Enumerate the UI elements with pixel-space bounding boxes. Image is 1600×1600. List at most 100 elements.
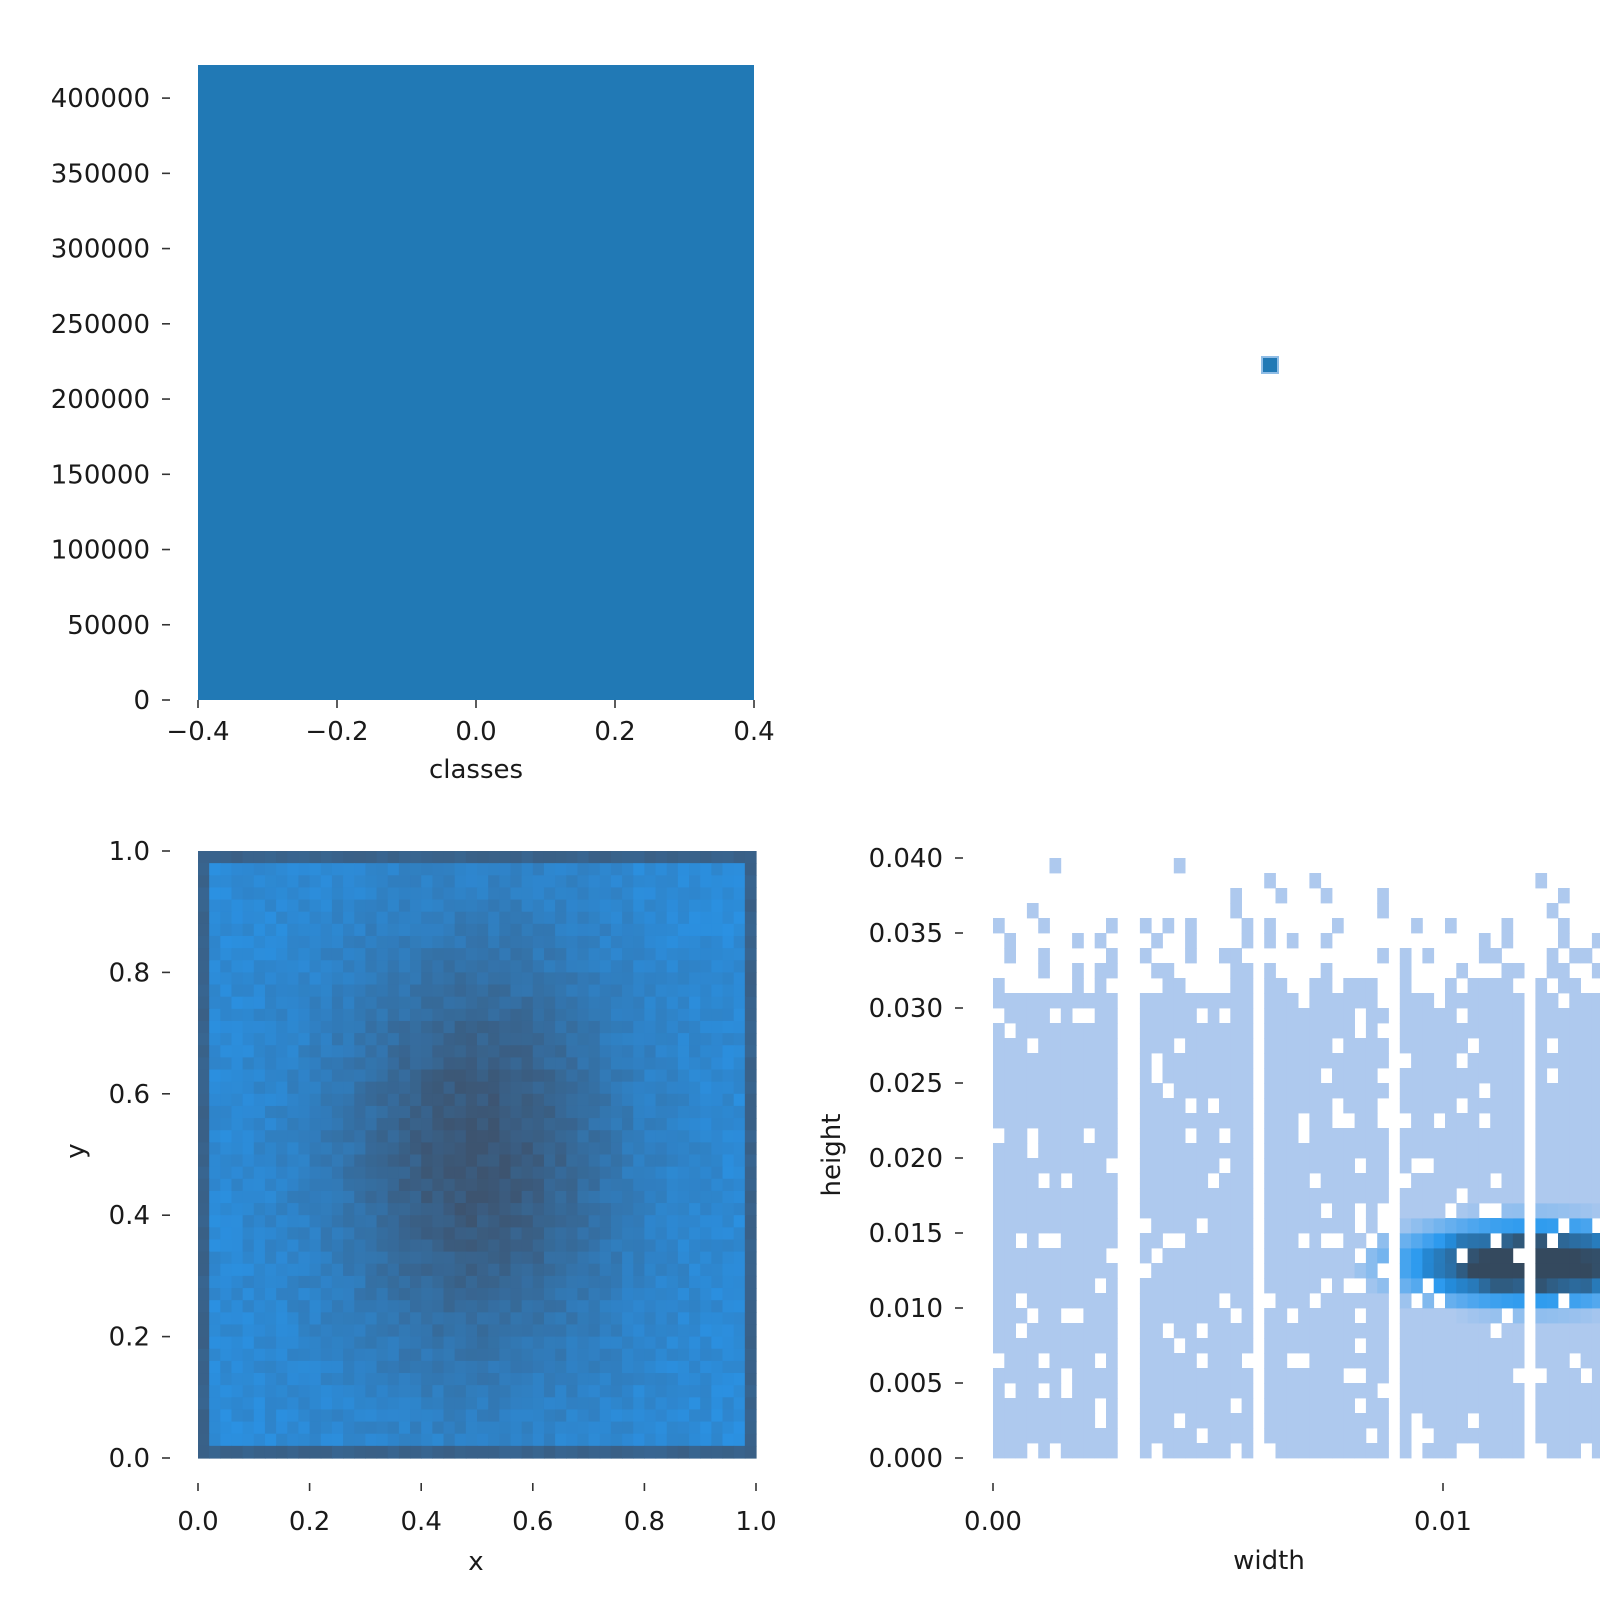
heatmap-cell (1569, 1263, 1581, 1279)
heatmap-cell (744, 1348, 757, 1362)
heatmap-cell (287, 1312, 300, 1326)
heatmap-cell (220, 1057, 233, 1071)
heatmap-cell (677, 1227, 690, 1241)
heatmap-cell (231, 1263, 244, 1277)
heatmap-cell (566, 1178, 579, 1192)
heatmap-cell (1286, 1293, 1299, 1309)
heatmap-cell (1569, 1383, 1581, 1399)
heatmap-cell (1139, 1248, 1152, 1264)
heatmap-cell (555, 1033, 567, 1046)
heatmap-cell (432, 1020, 445, 1034)
heatmap-cell (298, 1227, 311, 1241)
heatmap-cell (599, 1251, 612, 1265)
heatmap-cell (1580, 1218, 1593, 1234)
heatmap-cell (543, 875, 556, 889)
heatmap-cell (521, 1118, 534, 1131)
heatmap-cell (376, 1324, 389, 1338)
heatmap-cell (555, 1045, 567, 1058)
heatmap-cell (220, 1154, 233, 1168)
heatmap-cell (622, 1166, 634, 1180)
heatmap-cell (1422, 1128, 1435, 1144)
heatmap-cell (1151, 1083, 1163, 1099)
heatmap-cell (677, 1045, 690, 1058)
heatmap-cell (744, 863, 757, 876)
heatmap-cell (198, 1033, 210, 1046)
heatmap-cell (633, 1421, 645, 1435)
heatmap-cell (1060, 1323, 1073, 1339)
heatmap-cell (666, 851, 679, 864)
heatmap-cell (1478, 1248, 1491, 1264)
heatmap-cell (711, 1421, 724, 1435)
heatmap-cell (532, 1008, 545, 1022)
heatmap-cell (443, 1239, 456, 1253)
heatmap-cell (655, 1166, 668, 1180)
heatmap-cell (1219, 1113, 1231, 1129)
heatmap-cell (588, 1142, 601, 1156)
heatmap-cell (1072, 1413, 1084, 1429)
heatmap-cell (610, 1263, 623, 1277)
heatmap-cell (499, 1215, 512, 1228)
heatmap-cell (264, 911, 277, 925)
heatmap-cell (1015, 1098, 1028, 1114)
heatmap-cell (354, 1263, 366, 1277)
heatmap-cell (1411, 1338, 1423, 1354)
heatmap-cell (343, 1348, 355, 1362)
heatmap-cell (298, 1275, 311, 1289)
heatmap-cell (421, 1373, 433, 1386)
heatmap-cell (1004, 1128, 1016, 1144)
heatmap-cell (1219, 1263, 1231, 1279)
heatmap-cell (577, 899, 590, 913)
heatmap-cell (1422, 1308, 1435, 1324)
heatmap-cell (1219, 1443, 1231, 1459)
heatmap-cell (633, 1130, 645, 1143)
heatmap-cell (488, 1275, 500, 1289)
heatmap-cell (677, 1397, 690, 1411)
heatmap-cell (443, 1336, 456, 1350)
x-tick-label: 1.0 (735, 1507, 776, 1537)
heatmap-cell (320, 1020, 333, 1034)
heatmap-cell (231, 1433, 244, 1447)
heatmap-cell (711, 1166, 724, 1180)
heatmap-cell (510, 948, 523, 961)
heatmap-cell (242, 1251, 255, 1265)
heatmap-cell (700, 1312, 712, 1326)
heatmap-cell (1106, 1443, 1118, 1459)
heatmap-cell (432, 1105, 445, 1119)
heatmap-cell (365, 960, 378, 973)
heatmap-cell (242, 1203, 255, 1216)
heatmap-cell (510, 1045, 523, 1058)
heatmap-cell (543, 851, 556, 864)
heatmap-cell (1580, 1413, 1593, 1429)
heatmap-cell (1365, 1083, 1378, 1099)
heatmap-cell (655, 1020, 668, 1034)
heatmap-cell (198, 1360, 210, 1374)
heatmap-cell (1038, 1428, 1050, 1444)
heatmap-cell (1422, 1098, 1435, 1114)
heatmap-cell (198, 1130, 210, 1143)
heatmap-cell (1162, 1293, 1175, 1309)
heatmap-cell (644, 887, 657, 901)
heatmap-cell (454, 1215, 467, 1228)
heatmap-cell (1558, 1368, 1570, 1384)
heatmap-cell (666, 1348, 679, 1362)
heatmap-cell (343, 1105, 355, 1119)
heatmap-cell (264, 1045, 277, 1058)
heatmap-cell (477, 1105, 489, 1119)
heatmap-cell (666, 1045, 679, 1058)
heatmap-cell (532, 1324, 545, 1338)
heatmap-cell (1286, 1338, 1299, 1354)
heatmap-cell (1422, 1143, 1435, 1159)
heatmap-cell (287, 1348, 300, 1362)
heatmap-cell (532, 1445, 545, 1459)
heatmap-cell (1332, 1368, 1344, 1384)
heatmap-cell (700, 1227, 712, 1241)
heatmap-cell (633, 1105, 645, 1119)
heatmap-cell (253, 1166, 266, 1180)
heatmap-cell (1365, 1323, 1378, 1339)
heatmap-cell (1377, 1188, 1389, 1204)
heatmap-cell (1591, 1233, 1600, 1249)
heatmap-cell (1365, 1128, 1378, 1144)
heatmap-cell (555, 1288, 567, 1301)
heatmap-cell (722, 1251, 735, 1265)
heatmap-cell (354, 1227, 366, 1241)
